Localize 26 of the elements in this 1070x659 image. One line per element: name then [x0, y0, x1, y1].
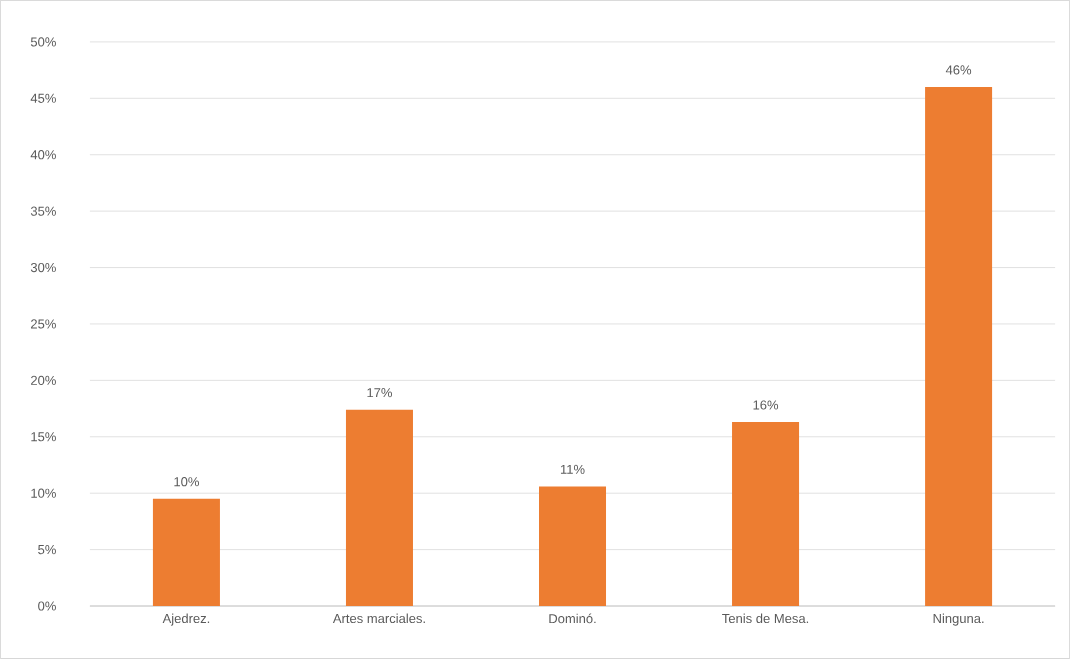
bar [152, 498, 220, 607]
y-tick-label: 50% [30, 37, 56, 47]
bar [925, 87, 993, 607]
y-tick-label: 20% [31, 375, 56, 385]
y-tick-label: 45% [30, 93, 56, 103]
x-tick-label: Ninguna. [933, 613, 984, 626]
y-tick-label: 0% [38, 601, 56, 611]
y-tick-label: 10% [31, 488, 56, 498]
data-label: 10% [174, 477, 199, 487]
y-tick-label: 15% [31, 432, 56, 442]
x-tick-label: Dominó. [549, 613, 596, 624]
data-label: 17% [367, 388, 393, 398]
x-tick-label: Ajedrez. [162, 613, 210, 626]
data-label: 11% [560, 464, 585, 474]
bar [345, 409, 413, 607]
bar [539, 486, 607, 607]
y-tick-label: 5% [38, 545, 56, 555]
bar [732, 422, 800, 607]
y-tick-label: 40% [30, 150, 56, 160]
x-tick-label: Tenis de Mesa. [722, 613, 809, 624]
data-label: 16% [753, 400, 779, 410]
y-tick-label: 25% [31, 319, 56, 329]
x-tick-label: Artes marciales. [332, 613, 425, 624]
y-tick-label: 30% [30, 262, 56, 273]
y-tick-label: 35% [30, 206, 56, 216]
data-label: 46% [945, 65, 972, 75]
